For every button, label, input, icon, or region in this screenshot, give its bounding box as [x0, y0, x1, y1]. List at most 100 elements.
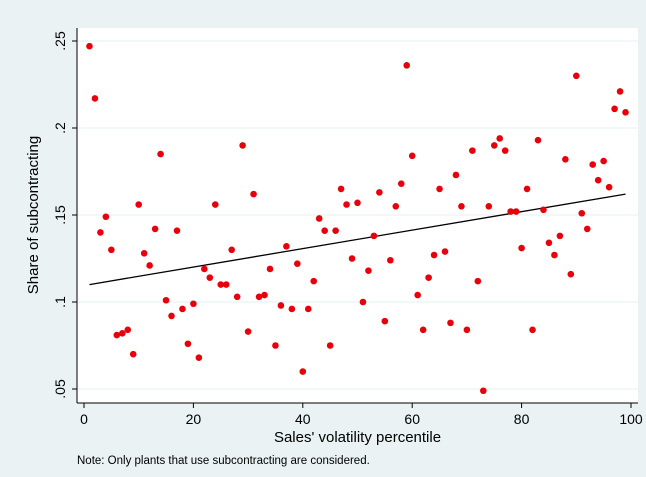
- data-point: [86, 42, 93, 50]
- data-point: [310, 277, 318, 285]
- ticks: .05 .1 .15 .2 .25 0 20 40 60 80 100: [52, 31, 643, 427]
- data-point: [168, 312, 175, 320]
- data-point: [469, 147, 476, 154]
- data-point: [283, 243, 290, 250]
- data-point: [365, 267, 372, 274]
- data-point: [288, 305, 296, 313]
- data-point: [277, 302, 285, 309]
- data-point: [332, 227, 339, 234]
- data-point: [321, 227, 328, 234]
- data-point: [551, 251, 558, 259]
- data-point: [567, 270, 575, 278]
- data-point: [534, 136, 542, 144]
- data-point: [381, 317, 389, 325]
- x-tick-label: 20: [186, 411, 202, 427]
- data-point: [529, 326, 536, 334]
- data-point: [348, 255, 356, 262]
- x-tick-label: 60: [404, 411, 420, 427]
- data-point: [146, 262, 153, 269]
- data-point: [474, 277, 482, 285]
- data-point: [118, 330, 126, 337]
- x-axis-title: Sales' volatility percentile: [274, 429, 441, 446]
- data-point: [583, 225, 591, 233]
- data-point: [211, 201, 219, 208]
- data-points: [86, 42, 629, 395]
- data-point: [190, 300, 197, 308]
- data-point: [419, 326, 427, 334]
- data-point: [480, 387, 487, 395]
- data-point: [589, 161, 597, 168]
- y-tick-label: .05: [52, 379, 68, 399]
- data-point: [304, 305, 312, 313]
- data-point: [261, 291, 268, 299]
- data-point: [556, 232, 564, 240]
- data-point: [512, 208, 520, 215]
- data-point: [124, 326, 132, 334]
- data-point: [501, 147, 509, 154]
- data-point: [397, 180, 405, 187]
- data-point: [463, 326, 471, 334]
- data-point: [266, 265, 274, 273]
- data-point: [573, 72, 580, 80]
- data-point: [201, 265, 208, 273]
- data-point: [151, 225, 159, 233]
- chart-note: Note: Only plants that use subcontractin…: [77, 455, 370, 467]
- data-point: [222, 281, 230, 288]
- data-point: [140, 249, 148, 257]
- data-point: [272, 342, 279, 349]
- data-point: [97, 229, 104, 236]
- y-tick-label: .2: [52, 122, 68, 134]
- data-point: [354, 199, 361, 207]
- data-point: [179, 305, 186, 313]
- data-point: [562, 156, 569, 163]
- data-point: [616, 88, 624, 95]
- data-point: [430, 251, 438, 259]
- data-point: [173, 227, 181, 234]
- data-point: [594, 176, 602, 184]
- data-point: [162, 296, 170, 304]
- data-point: [157, 150, 164, 158]
- x-tick-label: 40: [295, 411, 311, 427]
- x-tick-label: 100: [619, 411, 643, 427]
- data-point: [507, 208, 514, 215]
- x-tick-label: 80: [514, 411, 530, 427]
- data-point: [605, 183, 613, 191]
- data-point: [436, 185, 443, 193]
- data-point: [392, 203, 400, 210]
- data-point: [294, 260, 301, 268]
- fit-line-group: [89, 193, 626, 286]
- data-point: [228, 246, 235, 254]
- data-point: [518, 244, 525, 252]
- data-point: [299, 368, 307, 375]
- data-point: [250, 190, 257, 198]
- data-point: [217, 281, 225, 288]
- data-point: [490, 142, 498, 149]
- data-point: [233, 293, 241, 301]
- data-point: [578, 209, 586, 217]
- data-point: [315, 215, 323, 222]
- data-point: [195, 354, 203, 361]
- data-point: [452, 171, 460, 179]
- data-point: [403, 62, 411, 69]
- y-tick-label: .1: [52, 296, 68, 308]
- data-point: [255, 293, 263, 301]
- data-point: [485, 203, 493, 210]
- data-point: [441, 248, 449, 255]
- data-point: [102, 213, 110, 221]
- data-point: [414, 291, 421, 299]
- data-point: [376, 189, 383, 196]
- data-point: [387, 256, 394, 264]
- data-point: [337, 185, 345, 193]
- y-axis-title: Share of subcontracting: [25, 136, 42, 294]
- data-point: [359, 298, 367, 306]
- data-point: [129, 350, 137, 358]
- data-point: [184, 340, 192, 348]
- data-point: [408, 152, 416, 160]
- data-point: [91, 95, 99, 102]
- data-point: [458, 203, 465, 210]
- data-point: [239, 142, 246, 149]
- data-point: [244, 328, 252, 335]
- y-tick-label: .15: [52, 205, 68, 225]
